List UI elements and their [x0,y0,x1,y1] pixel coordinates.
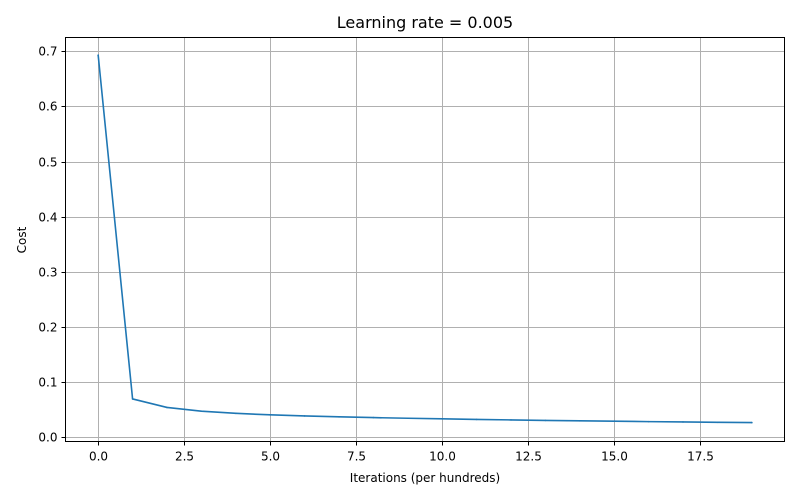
cost-data-point [682,421,684,423]
cost-data-point [338,416,340,418]
cost-data-point [131,398,134,400]
x-tick-label: 10.0 [429,450,456,464]
x-tick-label: 17.5 [687,450,714,464]
cost-data-point [613,420,616,423]
chart-title: Learning rate = 0.005 [337,13,513,32]
cost-data-point [269,414,271,416]
y-tick-label: 0.7 [38,45,57,59]
y-axis-label: Cost [15,226,29,253]
cost-series-line [97,54,753,424]
y-tick-label: 0.5 [38,156,57,170]
cost-data-point [234,412,237,415]
cost-data-point [97,54,99,56]
cost-data-point [166,406,168,409]
cost-data-point [579,419,581,422]
y-tick-label: 0.4 [38,211,57,225]
cost-data-point [407,417,409,420]
y-tick-label: 0.1 [38,376,57,390]
tick-layer: 0.0 2.5 5.0 7.5 10.0 12.5 15.0 17.5 0.0 0.1 0.2 0.3… [38,45,713,464]
x-tick-label: 15.0 [601,450,628,464]
x-tick-label: 12.5 [515,450,542,464]
x-tick-label: 7.5 [347,450,366,464]
cost-data-point [716,421,719,424]
series-layer [97,54,753,424]
cost-data-point [751,421,753,424]
grid-layer [65,37,785,442]
y-tick-label: 0.3 [38,266,57,280]
cost-data-point [475,418,478,421]
y-tick-label: 0.6 [38,100,57,114]
plot-frame [65,37,785,442]
x-tick-label: 2.5 [175,450,194,464]
y-tick-label: 0.2 [38,321,57,335]
cost-data-point [647,420,650,423]
cost-data-point [441,418,444,420]
x-tick-label: 0.0 [89,450,108,464]
cost-data-point [372,416,375,419]
cost-data-point [510,419,512,421]
cost-data-point [200,410,203,413]
cost-data-point [544,419,547,422]
x-axis-label: Iterations (per hundreds) [350,471,500,485]
cost-data-point [303,415,306,417]
x-tick-label: 5.0 [261,450,280,464]
y-tick-label: 0.0 [38,431,57,445]
